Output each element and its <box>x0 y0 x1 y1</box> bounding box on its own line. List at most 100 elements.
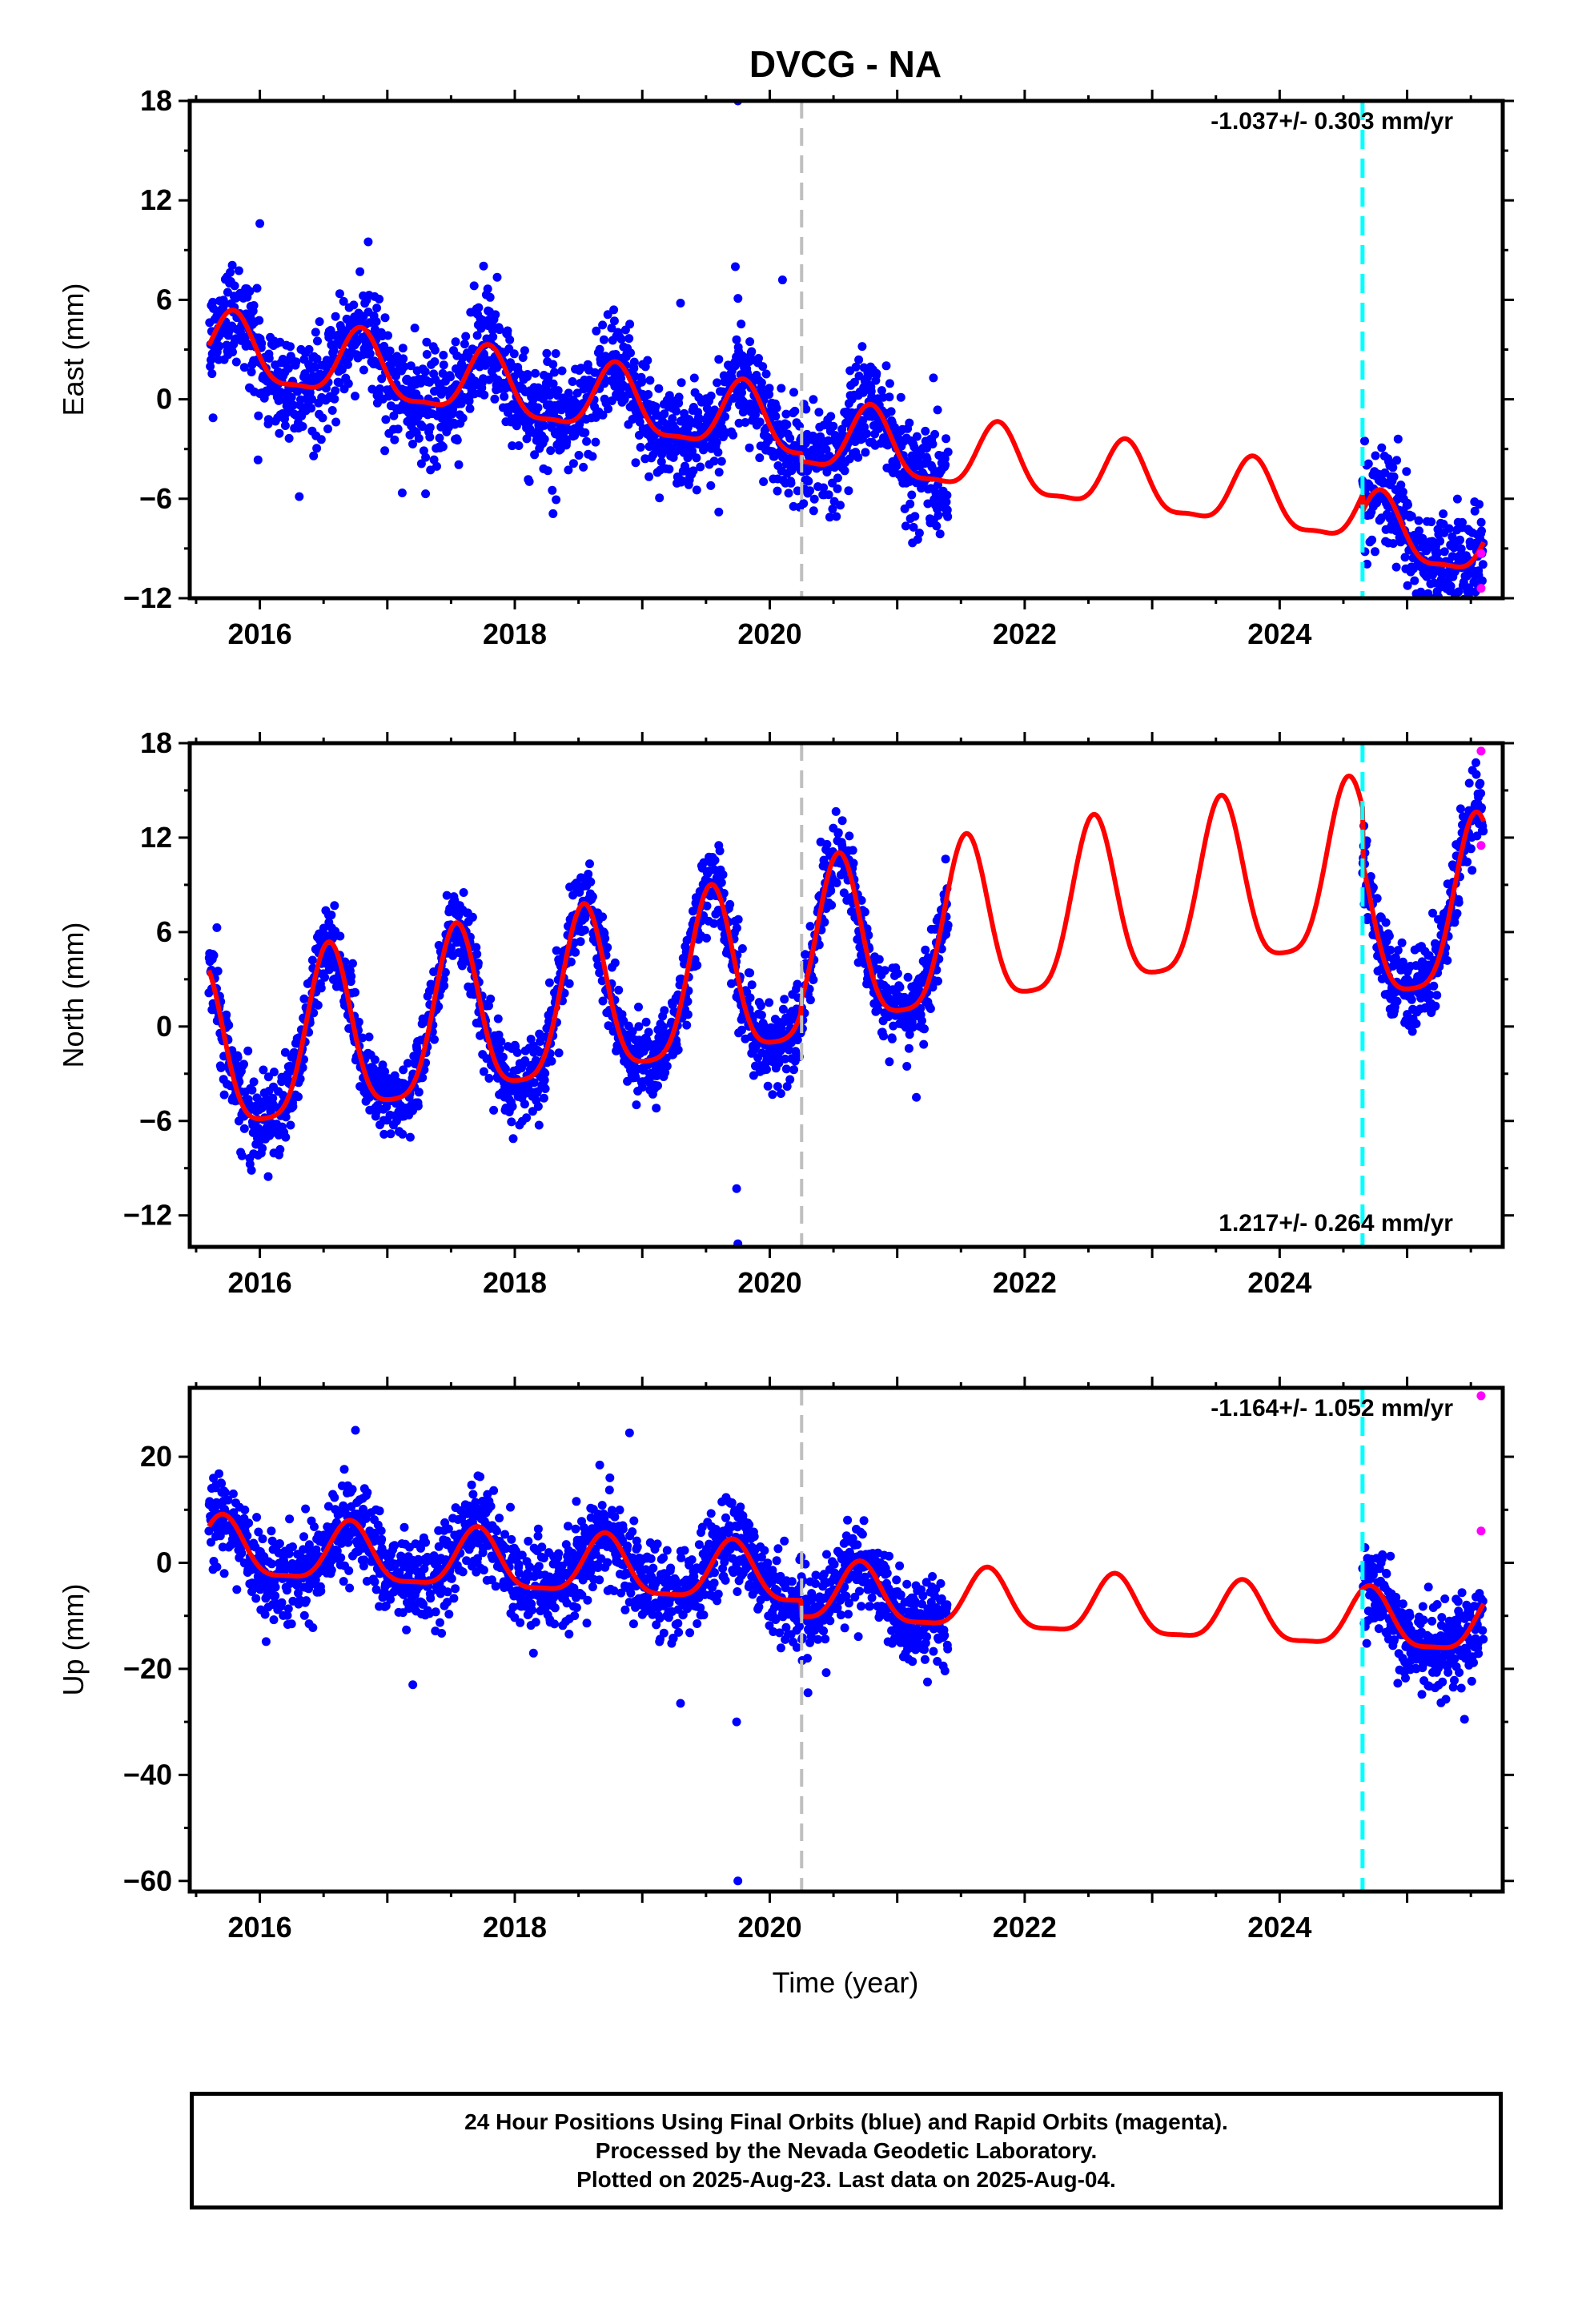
north-data-point <box>413 1101 423 1111</box>
east-y-tick-label: −6 <box>139 482 172 515</box>
up-data-point <box>377 1534 387 1544</box>
east-data-point <box>885 379 894 388</box>
east-data-point <box>331 312 340 321</box>
north-data-point <box>934 976 942 986</box>
north-data-point <box>1452 909 1462 919</box>
east-data-point <box>1407 512 1416 521</box>
east-data-point <box>495 325 504 335</box>
east-data-point <box>588 452 597 461</box>
north-data-point <box>757 1001 765 1011</box>
up-data-point <box>275 1539 284 1548</box>
north-data-point <box>414 1088 424 1097</box>
east-data-point <box>363 237 373 247</box>
east-data-point <box>313 336 322 346</box>
east-data-point <box>485 292 495 302</box>
north-data-point <box>768 1090 777 1100</box>
east-data-point <box>580 428 590 437</box>
up-data-point <box>344 1566 354 1575</box>
north-data-point <box>1397 938 1407 947</box>
east-data-point <box>789 388 798 397</box>
east-data-point <box>828 505 837 514</box>
east-data-point <box>654 384 664 393</box>
up-data-point <box>339 1577 348 1586</box>
east-data-point <box>809 494 819 504</box>
east-data-point <box>380 313 390 323</box>
east-data-point <box>1452 607 1460 616</box>
north-data-point <box>249 1077 259 1087</box>
north-data-point <box>1476 789 1486 798</box>
east-data-point <box>713 448 723 457</box>
north-data-point <box>641 1017 651 1027</box>
east-data-point <box>781 409 791 419</box>
up-plot-area <box>204 1391 1488 1886</box>
east-data-point <box>676 299 685 308</box>
east-data-point <box>512 421 521 431</box>
north-data-point <box>512 1047 522 1057</box>
east-data-point <box>710 405 719 415</box>
east-data-point <box>391 372 400 381</box>
east-data-point <box>706 480 716 490</box>
up-data-point <box>308 1623 318 1632</box>
north-data-point <box>1472 758 1480 767</box>
north-rate-label: 1.217+/- 0.264 mm/yr <box>1219 1210 1453 1236</box>
north-data-point <box>833 828 843 838</box>
north-data-point <box>903 972 913 982</box>
up-data-point <box>240 1506 250 1514</box>
east-data-point <box>207 369 217 379</box>
east-data-point <box>892 461 901 471</box>
north-data-point <box>380 1067 390 1076</box>
north-data-point <box>275 1144 285 1154</box>
east-data-point <box>782 420 792 429</box>
east-data-point <box>933 405 942 415</box>
east-data-point <box>315 317 324 327</box>
north-data-point <box>209 951 219 960</box>
east-data-point <box>206 362 215 372</box>
north-data-point <box>358 1033 367 1043</box>
east-data-point <box>689 373 699 383</box>
east-data-point <box>765 384 774 393</box>
north-data-point <box>1392 996 1402 1006</box>
north-data-point <box>440 981 449 991</box>
north-data-point <box>309 1008 319 1018</box>
east-rapid-point <box>1476 584 1486 593</box>
east-data-point <box>655 493 665 503</box>
east-data-point <box>385 346 395 356</box>
east-data-point <box>616 335 626 344</box>
east-data-point <box>1392 456 1402 465</box>
north-data-point <box>885 1057 894 1067</box>
north-data-point <box>732 1184 741 1193</box>
east-data-point <box>323 424 332 434</box>
east-data-point <box>231 357 241 367</box>
north-data-point <box>459 888 468 897</box>
east-data-point <box>824 490 833 500</box>
north-data-point <box>247 1165 256 1175</box>
north-data-point <box>614 985 624 995</box>
east-data-point <box>564 465 573 475</box>
east-data-point <box>335 289 344 299</box>
north-y-tick-label: 0 <box>156 1010 172 1043</box>
east-data-point <box>759 477 769 486</box>
east-data-point <box>390 435 400 444</box>
east-data-point <box>878 392 888 402</box>
north-data-point <box>295 1074 305 1084</box>
north-data-point <box>820 918 829 927</box>
east-data-point <box>439 351 448 360</box>
east-data-point <box>226 267 235 277</box>
east-data-point <box>932 493 942 501</box>
east-data-point <box>712 437 721 447</box>
east-data-point <box>1431 617 1439 626</box>
east-data-point <box>854 372 864 380</box>
east-data-point <box>508 441 517 451</box>
up-data-point <box>327 1566 336 1575</box>
north-data-point <box>837 816 847 826</box>
up-data-point <box>347 1485 357 1494</box>
east-data-point <box>381 415 391 424</box>
east-data-point <box>576 364 586 373</box>
east-data-point <box>733 294 743 304</box>
north-data-point <box>793 979 802 989</box>
east-data-point <box>1446 581 1456 591</box>
up-data-point <box>370 1577 379 1586</box>
north-data-point <box>1443 955 1452 965</box>
north-data-point <box>747 980 757 990</box>
